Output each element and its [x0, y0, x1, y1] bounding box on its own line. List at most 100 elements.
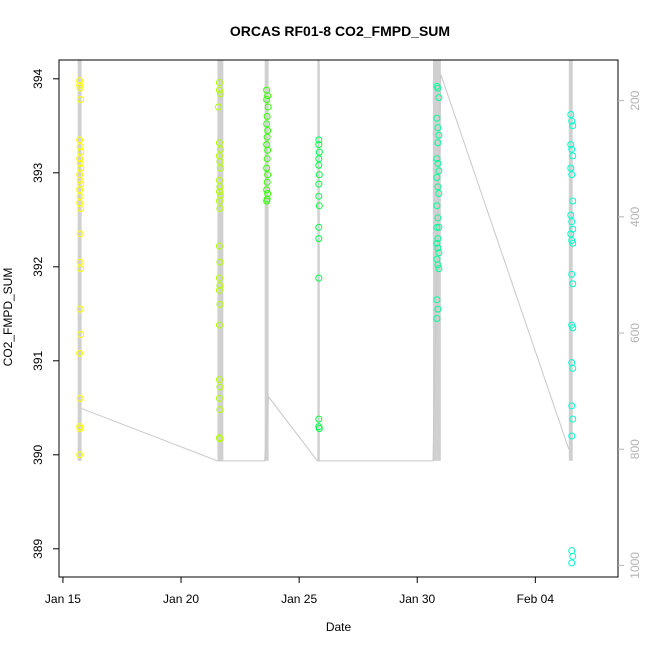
- data-point: [76, 186, 84, 194]
- data-point: [433, 202, 441, 210]
- data-point: [567, 230, 575, 238]
- data-point: [433, 155, 441, 163]
- data-point: [315, 155, 323, 163]
- data-point: [263, 178, 271, 186]
- y-tick-label: 393: [31, 162, 45, 182]
- data-point: [264, 92, 272, 100]
- data-point: [433, 174, 441, 181]
- data-point: [263, 155, 271, 163]
- axes-layer: Jan 15 Jan 20 Jan 25 Jan 30 Feb 04 389 390 391 3…: [31, 59, 642, 606]
- data-point: [77, 330, 85, 338]
- data-point: [568, 547, 576, 555]
- data-point: [263, 164, 271, 172]
- data-point: [315, 202, 323, 210]
- data-point: [76, 81, 84, 89]
- data-point: [434, 159, 442, 167]
- data-point: [315, 223, 323, 231]
- data-point: [263, 186, 271, 194]
- data-point: [76, 424, 84, 432]
- data-point: [434, 124, 442, 132]
- x-tick-label: Jan 20: [163, 592, 199, 606]
- data-point: [569, 225, 577, 233]
- data-point: [76, 451, 84, 459]
- data-point: [216, 300, 224, 308]
- data-point: [77, 95, 85, 103]
- data-point: [435, 131, 443, 139]
- y2-tick-label: 800: [628, 439, 642, 459]
- data-point: [569, 324, 577, 332]
- data-point: [315, 192, 323, 200]
- data-point: [215, 394, 223, 402]
- data-point: [216, 406, 224, 414]
- data-point: [215, 376, 223, 384]
- data-point: [433, 114, 441, 122]
- x-axis-label: Date: [326, 620, 352, 634]
- data-point: [216, 183, 224, 191]
- data-point: [263, 133, 271, 141]
- data-point: [434, 139, 442, 147]
- data-point: [569, 364, 577, 372]
- data-point: [433, 296, 441, 304]
- data-point: [264, 103, 272, 111]
- data-point: [215, 79, 223, 87]
- x-tick-label: Jan 25: [281, 592, 317, 606]
- data-point: [76, 77, 84, 85]
- data-point: [216, 435, 224, 443]
- data-point: [569, 152, 577, 160]
- data-point: [568, 270, 576, 278]
- data-point: [434, 261, 442, 269]
- trace-band: [264, 60, 269, 461]
- data-point: [76, 84, 84, 92]
- data-point: [215, 176, 223, 184]
- data-point: [569, 552, 577, 560]
- data-point: [215, 197, 223, 205]
- y2-tick-label: 600: [628, 323, 642, 343]
- data-point: [76, 192, 84, 200]
- data-point: [435, 167, 443, 175]
- data-point: [215, 321, 223, 329]
- data-point: [567, 164, 575, 172]
- data-point: [216, 90, 224, 98]
- data-point: [77, 205, 85, 213]
- data-point: [216, 164, 224, 172]
- data-point: [263, 112, 271, 120]
- data-point: [315, 274, 323, 282]
- data-point: [76, 349, 84, 357]
- y2-tick-label: 200: [628, 90, 642, 110]
- points-layer: [76, 77, 577, 567]
- data-point: [77, 164, 85, 172]
- data-point: [76, 159, 84, 167]
- x-tick-label: Jan 30: [399, 592, 435, 606]
- data-point: [216, 158, 224, 166]
- chart-title: ORCAS RF01-8 CO2_FMPD_SUM: [230, 23, 450, 39]
- data-point: [433, 239, 441, 247]
- data-point: [569, 280, 577, 288]
- data-point: [216, 258, 224, 266]
- data-point: [77, 148, 85, 156]
- data-point: [215, 139, 223, 147]
- data-point: [435, 189, 443, 197]
- data-point: [216, 145, 224, 153]
- trace-band: [77, 60, 82, 461]
- x-tick-label: Jan 15: [45, 592, 81, 606]
- data-point: [567, 141, 575, 149]
- data-point: [215, 286, 223, 294]
- data-point: [216, 383, 224, 391]
- trace-band: [568, 60, 573, 461]
- data-point: [435, 249, 443, 257]
- data-point: [315, 424, 323, 432]
- data-point: [263, 197, 271, 205]
- data-point: [216, 205, 224, 213]
- data-point: [76, 394, 84, 402]
- data-point: [76, 230, 84, 238]
- data-point: [76, 258, 84, 266]
- data-point: [215, 188, 223, 196]
- data-point: [434, 235, 442, 243]
- plot-frame: [58, 59, 619, 578]
- data-point: [568, 218, 576, 226]
- trace-line: [81, 74, 570, 462]
- data-point: [315, 171, 323, 179]
- data-point: [568, 559, 576, 567]
- data-point: [434, 244, 442, 252]
